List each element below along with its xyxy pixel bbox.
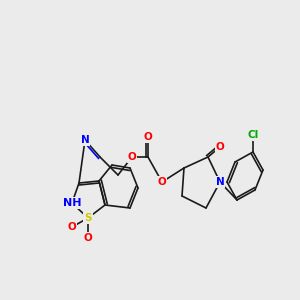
Text: O: O bbox=[216, 142, 224, 152]
Text: O: O bbox=[128, 152, 136, 162]
Text: S: S bbox=[84, 213, 92, 223]
Text: Cl: Cl bbox=[248, 130, 259, 140]
Text: N: N bbox=[216, 177, 224, 187]
Text: O: O bbox=[84, 233, 92, 243]
Text: NH: NH bbox=[63, 198, 81, 208]
Text: O: O bbox=[158, 177, 166, 187]
Text: O: O bbox=[68, 222, 76, 232]
Text: O: O bbox=[144, 132, 152, 142]
Text: N: N bbox=[81, 135, 89, 145]
